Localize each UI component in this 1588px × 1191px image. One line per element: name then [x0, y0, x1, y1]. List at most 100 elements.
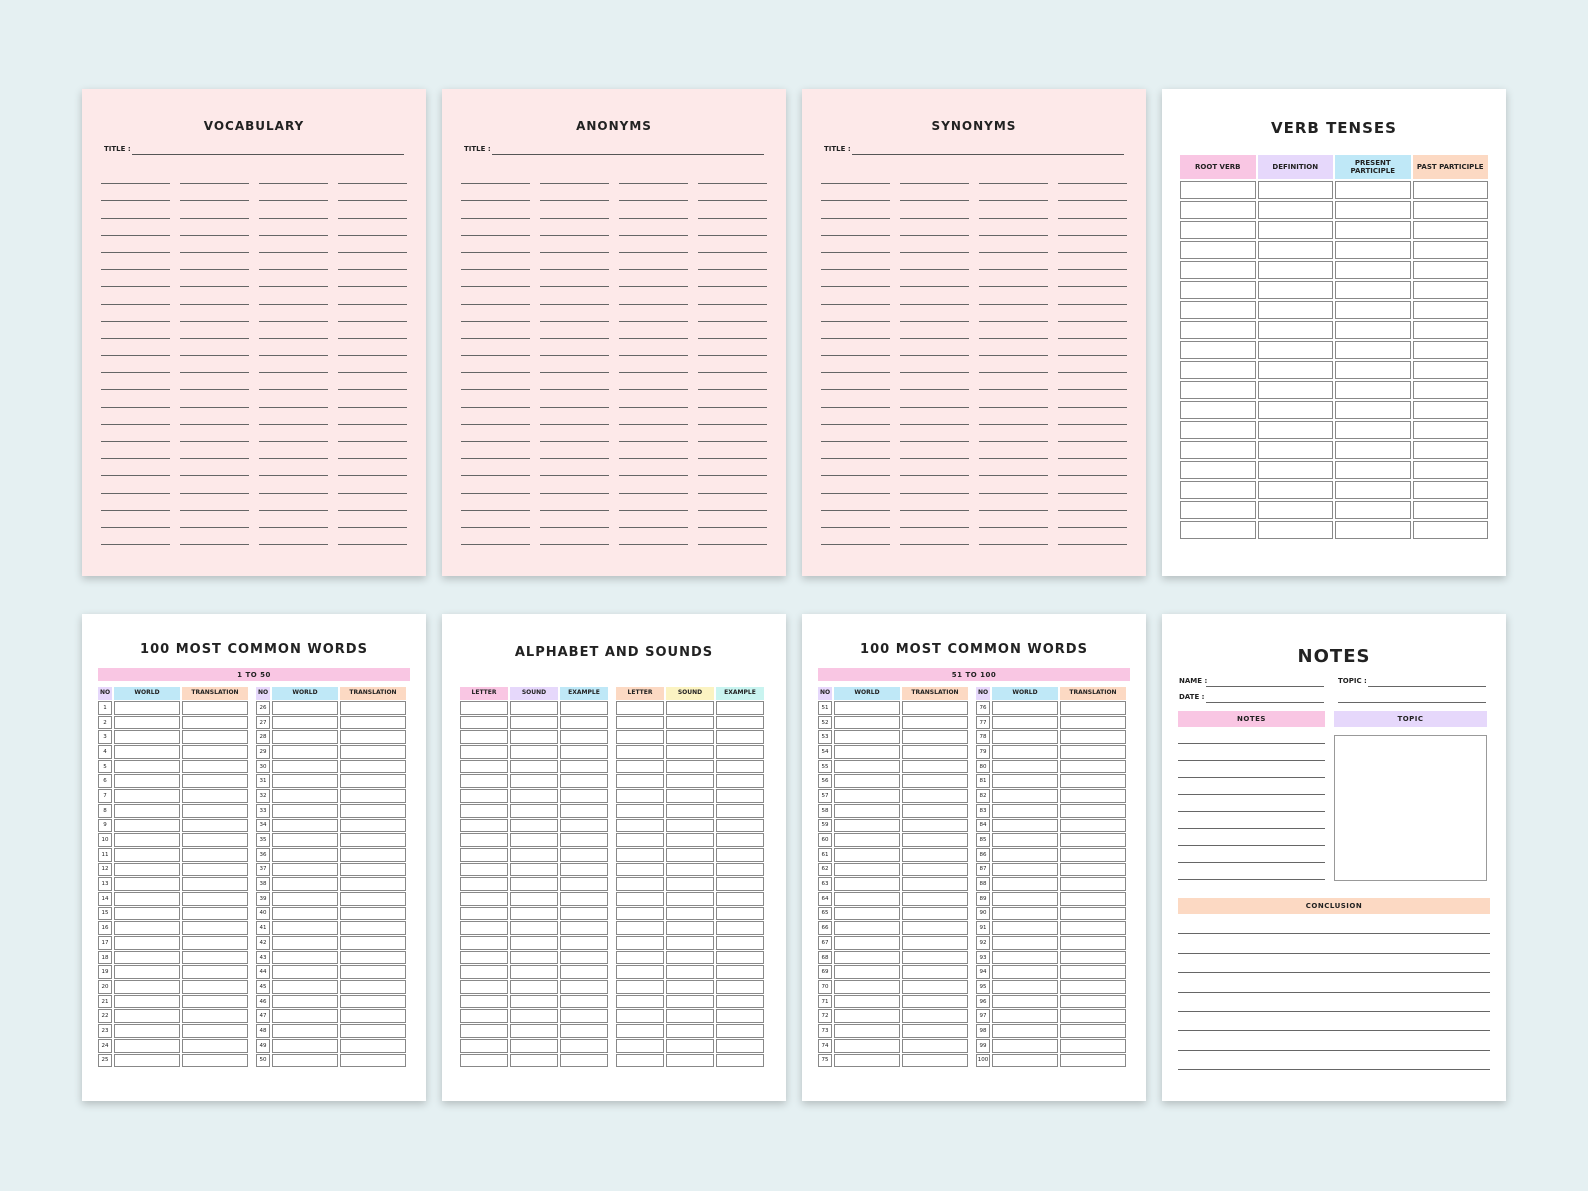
alphabet-cell[interactable]	[666, 759, 714, 774]
ruled-line[interactable]	[461, 270, 530, 288]
translation-cell[interactable]	[340, 774, 406, 789]
verb-cell[interactable]	[1180, 341, 1256, 359]
alphabet-cell[interactable]	[560, 789, 608, 803]
ruled-line[interactable]	[259, 253, 328, 271]
verb-cell[interactable]	[1412, 241, 1488, 259]
ruled-line[interactable]	[1058, 511, 1127, 528]
alphabet-cell[interactable]	[460, 1053, 508, 1068]
verb-cell[interactable]	[1335, 521, 1411, 539]
translation-cell[interactable]	[340, 862, 406, 877]
verb-cell[interactable]	[1412, 401, 1488, 419]
alphabet-cell[interactable]	[460, 745, 508, 759]
alphabet-cell[interactable]	[666, 906, 714, 921]
ruled-line[interactable]	[180, 390, 249, 408]
verb-cell[interactable]	[1180, 381, 1256, 399]
word-cell[interactable]	[834, 994, 900, 1009]
alphabet-cell[interactable]	[716, 994, 764, 1009]
word-cell[interactable]	[834, 862, 900, 877]
ruled-line[interactable]	[900, 236, 969, 253]
ruled-line[interactable]	[180, 511, 249, 528]
alphabet-cell[interactable]	[510, 965, 558, 980]
word-cell[interactable]	[272, 759, 338, 774]
verb-cell[interactable]	[1335, 361, 1411, 379]
alphabet-cell[interactable]	[460, 847, 508, 862]
verb-cell[interactable]	[1180, 361, 1256, 379]
verb-cell[interactable]	[1335, 461, 1411, 479]
alphabet-cell[interactable]	[616, 936, 664, 950]
ruled-line[interactable]	[900, 219, 969, 236]
alphabet-cell[interactable]	[666, 774, 714, 789]
word-cell[interactable]	[114, 936, 180, 950]
topic-line[interactable]	[1368, 686, 1486, 687]
ruled-line[interactable]	[180, 356, 249, 374]
translation-cell[interactable]	[182, 745, 248, 759]
alphabet-cell[interactable]	[666, 980, 714, 994]
ruled-line[interactable]	[979, 459, 1048, 477]
ruled-line[interactable]	[338, 287, 407, 305]
alphabet-cell[interactable]	[460, 759, 508, 774]
translation-cell[interactable]	[182, 950, 248, 965]
topic-box[interactable]	[1334, 735, 1487, 881]
conclusion-line[interactable]	[1178, 954, 1490, 974]
ruled-line[interactable]	[461, 167, 530, 185]
translation-cell[interactable]	[182, 701, 248, 715]
alphabet-cell[interactable]	[460, 789, 508, 803]
word-cell[interactable]	[834, 730, 900, 745]
translation-cell[interactable]	[182, 789, 248, 803]
translation-cell[interactable]	[182, 862, 248, 877]
word-cell[interactable]	[834, 877, 900, 891]
verb-cell[interactable]	[1257, 241, 1333, 259]
ruled-line[interactable]	[619, 408, 688, 425]
ruled-line[interactable]	[540, 287, 609, 305]
verb-cell[interactable]	[1412, 341, 1488, 359]
translation-cell[interactable]	[902, 936, 968, 950]
ruled-line[interactable]	[338, 408, 407, 425]
ruled-line[interactable]	[979, 373, 1048, 391]
ruled-line[interactable]	[619, 459, 688, 477]
alphabet-cell[interactable]	[460, 994, 508, 1009]
ruled-line[interactable]	[900, 442, 969, 460]
ruled-line[interactable]	[979, 390, 1048, 408]
verb-cell[interactable]	[1180, 401, 1256, 419]
verb-cell[interactable]	[1257, 441, 1333, 459]
translation-cell[interactable]	[902, 921, 968, 935]
word-cell[interactable]	[272, 936, 338, 950]
translation-cell[interactable]	[182, 1024, 248, 1038]
alphabet-cell[interactable]	[616, 745, 664, 759]
alphabet-cell[interactable]	[560, 1024, 608, 1038]
ruled-line[interactable]	[1058, 184, 1127, 202]
ruled-line[interactable]	[979, 184, 1048, 202]
alphabet-cell[interactable]	[666, 877, 714, 891]
verb-cell[interactable]	[1180, 301, 1256, 319]
alphabet-cell[interactable]	[460, 921, 508, 935]
ruled-line[interactable]	[540, 219, 609, 236]
ruled-line[interactable]	[821, 236, 890, 253]
alphabet-cell[interactable]	[716, 730, 764, 745]
ruled-line[interactable]	[979, 270, 1048, 288]
word-cell[interactable]	[272, 980, 338, 994]
ruled-line[interactable]	[698, 356, 767, 374]
verb-cell[interactable]	[1180, 441, 1256, 459]
alphabet-cell[interactable]	[666, 789, 714, 803]
verb-cell[interactable]	[1412, 301, 1488, 319]
ruled-line[interactable]	[540, 236, 609, 253]
translation-cell[interactable]	[340, 715, 406, 730]
verb-cell[interactable]	[1412, 521, 1488, 539]
alphabet-cell[interactable]	[460, 715, 508, 730]
alphabet-cell[interactable]	[510, 994, 558, 1009]
verb-cell[interactable]	[1257, 361, 1333, 379]
alphabet-cell[interactable]	[666, 745, 714, 759]
word-cell[interactable]	[992, 789, 1058, 803]
translation-cell[interactable]	[340, 1009, 406, 1024]
alphabet-cell[interactable]	[460, 965, 508, 980]
translation-cell[interactable]	[340, 701, 406, 715]
translation-cell[interactable]	[1060, 759, 1126, 774]
ruled-line[interactable]	[619, 253, 688, 271]
ruled-line[interactable]	[979, 425, 1048, 442]
word-cell[interactable]	[992, 994, 1058, 1009]
translation-cell[interactable]	[182, 980, 248, 994]
verb-cell[interactable]	[1180, 521, 1256, 539]
ruled-line[interactable]	[180, 408, 249, 425]
ruled-line[interactable]	[540, 390, 609, 408]
ruled-line[interactable]	[821, 167, 890, 185]
